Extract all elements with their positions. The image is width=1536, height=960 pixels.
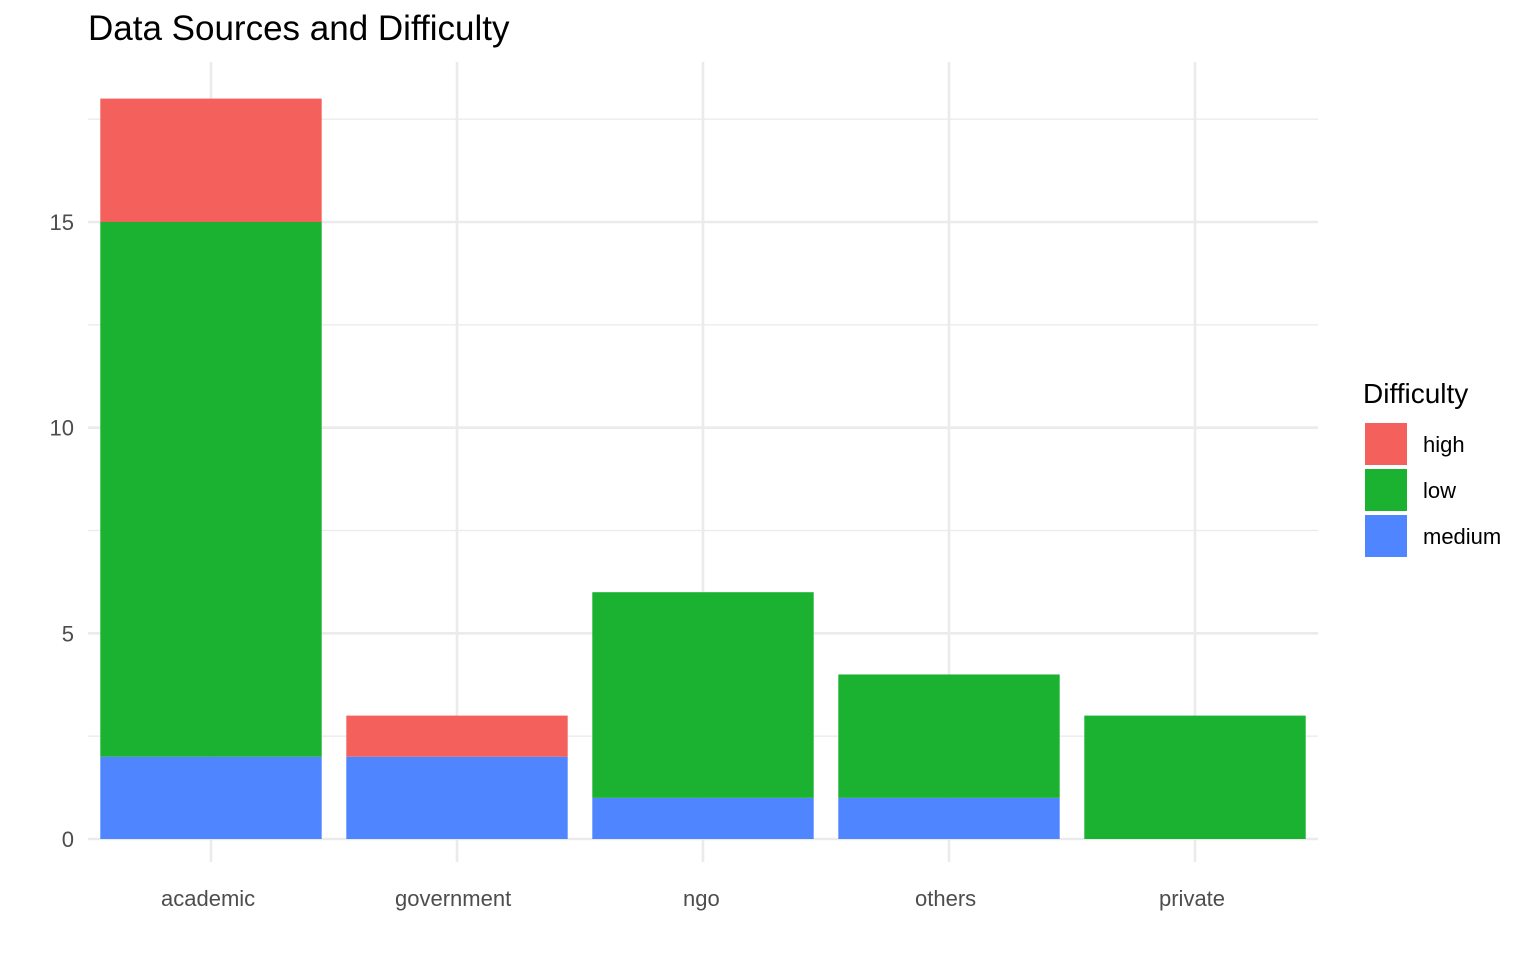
y-tick-label: 15 <box>50 210 74 235</box>
x-tick-label-academic: academic <box>161 886 255 911</box>
y-tick-label: 5 <box>62 621 74 646</box>
legend: Difficulty high low medium <box>1363 378 1501 557</box>
legend-key-medium <box>1365 515 1407 557</box>
bar-ngo-medium <box>592 797 814 839</box>
chart-title: Data Sources and Difficulty <box>88 9 510 48</box>
legend-key-low <box>1365 469 1407 511</box>
bars <box>100 98 1306 839</box>
y-axis: 0 5 10 15 <box>50 210 74 852</box>
x-tick-label-ngo: ngo <box>683 886 720 911</box>
x-tick-label-government: government <box>395 886 511 911</box>
bar-government-high <box>346 715 568 757</box>
y-tick-label: 10 <box>50 416 74 441</box>
bar-others-medium <box>838 797 1060 839</box>
legend-label-low: low <box>1423 478 1456 503</box>
x-tick-label-others: others <box>915 886 976 911</box>
bar-government-medium <box>346 756 568 839</box>
legend-title: Difficulty <box>1363 378 1468 409</box>
legend-label-medium: medium <box>1423 524 1501 549</box>
x-tick-label-private: private <box>1159 886 1225 911</box>
x-axis: academic government ngo others private <box>161 886 1225 911</box>
y-tick-label: 0 <box>62 827 74 852</box>
bar-others-low <box>838 674 1060 798</box>
bar-academic-low <box>100 222 322 757</box>
bar-private-low <box>1084 715 1306 839</box>
bar-academic-high <box>100 98 322 222</box>
legend-label-high: high <box>1423 432 1465 457</box>
bar-academic-medium <box>100 756 322 839</box>
legend-key-high <box>1365 423 1407 465</box>
bar-ngo-low <box>592 592 814 798</box>
